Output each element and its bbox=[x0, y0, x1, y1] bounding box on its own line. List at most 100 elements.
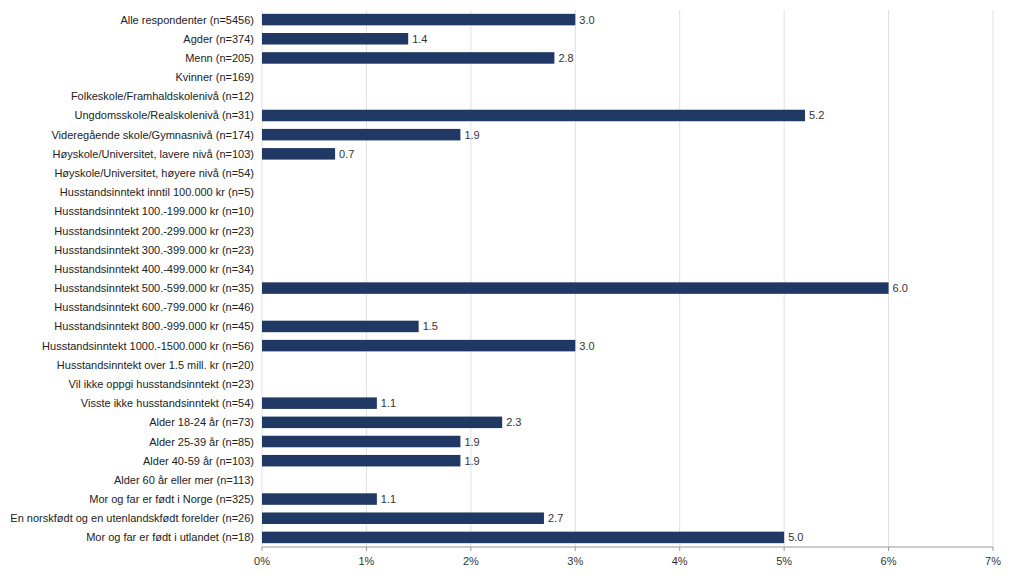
category-label: Husstandsinntekt 300.-399.000 kr (n=23) bbox=[54, 244, 254, 256]
bar bbox=[262, 455, 460, 467]
bar bbox=[262, 474, 263, 486]
bar bbox=[262, 14, 575, 26]
chart: 0% 1% 2% 3% 4% 5% 6% 7% Alle respondenter (n=545… bbox=[0, 0, 1023, 579]
x-tick-label: 0% bbox=[254, 555, 270, 567]
bar bbox=[262, 282, 889, 294]
bar bbox=[262, 417, 502, 429]
data-label: 1.5 bbox=[423, 320, 438, 332]
category-label: En norskfødt og en utenlandskfødt foreld… bbox=[10, 512, 254, 524]
category-label: Folkeskole/Framhaldskolenivå (n=12) bbox=[71, 90, 254, 102]
data-label: 5.0 bbox=[788, 531, 803, 543]
bar bbox=[262, 532, 784, 544]
x-tick-label: 2% bbox=[463, 555, 479, 567]
data-label: 1.1 bbox=[381, 397, 396, 409]
bar bbox=[262, 206, 263, 218]
category-label: Husstandsinntekt 400.-499.000 kr (n=34) bbox=[54, 263, 254, 275]
data-label: 2.7 bbox=[548, 512, 563, 524]
x-tick bbox=[993, 547, 994, 551]
category-label: Husstandsinntekt 600.-799.000 kr (n=46) bbox=[54, 301, 254, 313]
category-label: Alder 25-39 år (n=85) bbox=[149, 436, 254, 448]
bar bbox=[262, 225, 263, 237]
data-label: 2.8 bbox=[558, 52, 573, 64]
x-tick-label: 4% bbox=[672, 555, 688, 567]
x-tick bbox=[262, 547, 263, 551]
data-label: 5.2 bbox=[809, 109, 824, 121]
bar bbox=[262, 91, 263, 103]
category-label: Mor og far er født i Norge (n=325) bbox=[89, 493, 254, 505]
x-axis-line bbox=[262, 547, 993, 548]
x-tick-label: 1% bbox=[358, 555, 374, 567]
bar bbox=[262, 110, 805, 122]
bar bbox=[262, 186, 263, 198]
category-label: Alle respondenter (n=5456) bbox=[120, 14, 254, 26]
category-label: Husstandsinntekt inntil 100.000 kr (n=5) bbox=[60, 186, 254, 198]
data-label: 3.0 bbox=[579, 14, 594, 26]
grid-line bbox=[679, 10, 680, 547]
bar bbox=[262, 167, 263, 179]
data-label: 1.9 bbox=[464, 436, 479, 448]
x-tick-label: 5% bbox=[776, 555, 792, 567]
grid-line bbox=[575, 10, 576, 547]
x-tick bbox=[888, 547, 889, 551]
category-label: Husstandsinntekt 100.-199.000 kr (n=10) bbox=[54, 205, 254, 217]
bar bbox=[262, 263, 263, 275]
category-label: Ungdomsskole/Realskolenivå (n=31) bbox=[75, 109, 254, 121]
grid-line bbox=[784, 10, 785, 547]
bars bbox=[262, 14, 889, 543]
x-axis: 0% 1% 2% 3% 4% 5% 6% 7% bbox=[254, 547, 1001, 567]
category-label: Visste ikke husstandsinntekt (n=54) bbox=[81, 397, 254, 409]
bar bbox=[262, 33, 408, 45]
data-label: 1.1 bbox=[381, 493, 396, 505]
bar bbox=[262, 493, 377, 505]
x-tick bbox=[366, 547, 367, 551]
data-label: 1.9 bbox=[464, 455, 479, 467]
category-label: Agder (n=374) bbox=[183, 33, 254, 45]
category-label: Mor og far er født i utlandet (n=18) bbox=[86, 531, 254, 543]
bar bbox=[262, 321, 419, 333]
category-label: Alder 40-59 år (n=103) bbox=[143, 455, 254, 467]
category-label: Alder 18-24 år (n=73) bbox=[149, 416, 254, 428]
category-label: Husstandsinntekt over 1.5 mill. kr (n=20… bbox=[57, 359, 254, 371]
bar bbox=[262, 129, 460, 141]
data-label: 1.4 bbox=[412, 33, 427, 45]
category-label: Menn (n=205) bbox=[185, 52, 254, 64]
data-label: 0.7 bbox=[339, 148, 354, 160]
bar bbox=[262, 302, 263, 314]
data-label: 1.9 bbox=[464, 129, 479, 141]
bar bbox=[262, 52, 554, 64]
bar bbox=[262, 436, 460, 448]
data-label: 2.3 bbox=[506, 416, 521, 428]
bar bbox=[262, 359, 263, 371]
bar bbox=[262, 340, 575, 352]
category-label: Høyskole/Universitet, lavere nivå (n=103… bbox=[53, 148, 254, 160]
x-tick bbox=[784, 547, 785, 551]
bar bbox=[262, 397, 377, 409]
category-label: Husstandsinntekt 500.-599.000 kr (n=35) bbox=[54, 282, 254, 294]
y-axis: Alle respondenter (n=5456) Agder (n=374) M… bbox=[10, 14, 254, 544]
x-tick bbox=[470, 547, 471, 551]
data-labels: 3.0 1.4 2.8 5.2 1.9 0.7 6.0 1.5 3.0 1.1 2.3 1.9 1.9 1… bbox=[339, 14, 908, 544]
category-label: Alder 60 år eller mer (n=113) bbox=[114, 474, 254, 486]
data-label: 3.0 bbox=[579, 340, 594, 352]
category-label: Høyskole/Universitet, høyere nivå (n=54) bbox=[54, 167, 254, 179]
x-tick-label: 6% bbox=[881, 555, 897, 567]
data-label: 6.0 bbox=[893, 282, 908, 294]
category-label: Kvinner (n=169) bbox=[175, 71, 254, 83]
bar bbox=[262, 148, 335, 160]
bar bbox=[262, 378, 263, 390]
x-tick-label: 7% bbox=[985, 555, 1001, 567]
x-tick-label: 3% bbox=[567, 555, 583, 567]
category-label: Vil ikke oppgi husstandsinntekt (n=23) bbox=[69, 378, 254, 390]
grid-line bbox=[888, 10, 889, 547]
category-label: Husstandsinntekt 1000.-1500.000 kr (n=56… bbox=[42, 340, 254, 352]
bar bbox=[262, 512, 544, 524]
category-label: Husstandsinntekt 200.-299.000 kr (n=23) bbox=[54, 225, 254, 237]
grid-line bbox=[993, 10, 994, 547]
category-label: Videregående skole/Gymnasnivå (n=174) bbox=[51, 129, 254, 141]
x-tick bbox=[575, 547, 576, 551]
bar bbox=[262, 71, 263, 83]
category-label: Husstandsinntekt 800.-999.000 kr (n=45) bbox=[54, 320, 254, 332]
bar bbox=[262, 244, 263, 256]
grid bbox=[262, 10, 993, 547]
x-tick bbox=[679, 547, 680, 551]
